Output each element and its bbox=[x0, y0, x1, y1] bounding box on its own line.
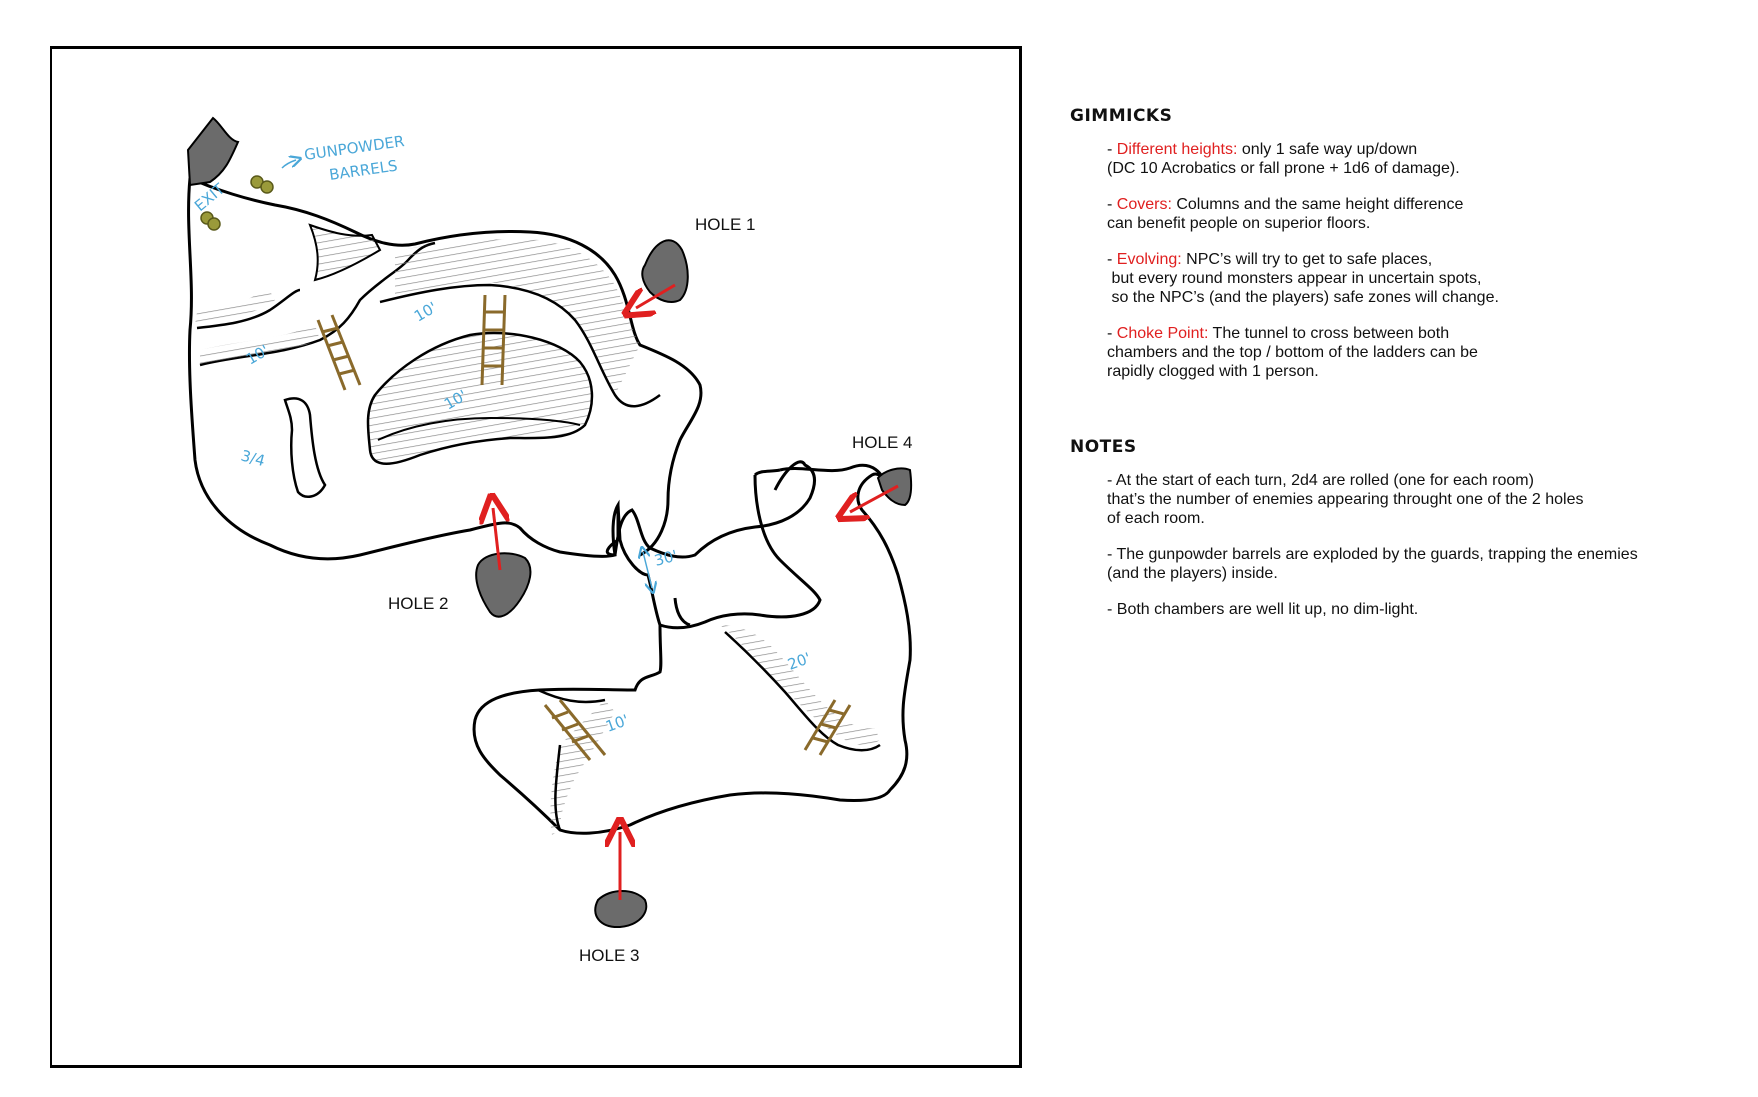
tunnel-neck-top bbox=[613, 508, 652, 556]
height-note: 20' bbox=[785, 649, 813, 674]
ledge-edge bbox=[724, 631, 881, 752]
ledge-hatch bbox=[308, 223, 382, 282]
gimmicks-list: - Different heights: only 1 safe way up/… bbox=[1107, 140, 1750, 381]
gunpowder-barrels bbox=[200, 175, 274, 231]
lower-outer-wall bbox=[472, 463, 912, 835]
ledge-hatch bbox=[395, 239, 640, 395]
ledge-hatch bbox=[720, 625, 880, 745]
tunnel-inner bbox=[673, 597, 691, 627]
ledge-hatch bbox=[550, 700, 615, 835]
gimmick-text: NPC’s will try to get to safe places, bu… bbox=[1111, 251, 1499, 306]
gimmick-entry: - Evolving: NPC’s will try to get to saf… bbox=[1107, 251, 1499, 306]
notes-panel: GIMMICKS - Different heights: only 1 saf… bbox=[1070, 100, 1750, 636]
lower-right-wall bbox=[659, 474, 822, 630]
ladder bbox=[480, 294, 507, 386]
height-note: 30' bbox=[652, 546, 679, 569]
hole-4 bbox=[850, 467, 913, 512]
ledge-edge bbox=[379, 283, 661, 408]
ladder bbox=[803, 699, 852, 756]
hole-1 bbox=[636, 239, 689, 308]
upper-chamber bbox=[186, 116, 703, 561]
stone-column bbox=[283, 397, 327, 498]
gimmick-keyword: Choke Point: bbox=[1116, 325, 1209, 342]
ledge-hatch bbox=[200, 325, 320, 365]
hole-1-label: HOLE 1 bbox=[695, 215, 755, 234]
hole-2 bbox=[475, 508, 532, 618]
exit-rock bbox=[186, 116, 240, 187]
lower-chamber bbox=[472, 460, 912, 835]
ledge-hatch bbox=[195, 288, 275, 325]
notes-list: - At the start of each turn, 2d4 are rol… bbox=[1107, 471, 1750, 619]
height-note: 3/4 bbox=[239, 446, 267, 470]
gimmick-keyword: Evolving: bbox=[1116, 251, 1182, 268]
ladder bbox=[543, 699, 607, 761]
notes-heading: NOTES bbox=[1070, 437, 1137, 457]
gimmick-entry: - Covers: Columns and the same height di… bbox=[1107, 196, 1464, 232]
pointer-arrow-icon bbox=[281, 160, 296, 169]
inner-island bbox=[366, 331, 594, 465]
gimmick-entry: - Different heights: only 1 safe way up/… bbox=[1107, 141, 1460, 177]
gimmick-text: The tunnel to cross between both chamber… bbox=[1107, 325, 1478, 380]
arrow-icon bbox=[850, 484, 899, 512]
gimmick-text: only 1 safe way up/down (DC 10 Acrobatic… bbox=[1107, 141, 1460, 177]
gimmick-keyword: Covers: bbox=[1116, 196, 1172, 213]
gimmicks-heading: GIMMICKS bbox=[1070, 106, 1173, 126]
lower-wall-join bbox=[753, 468, 781, 477]
gimmick-keyword: Different heights: bbox=[1116, 141, 1238, 158]
ledge-edge bbox=[537, 688, 606, 831]
map-frame bbox=[50, 46, 1022, 1068]
ledge-edge bbox=[196, 288, 301, 330]
note-entry: - Both chambers are well lit up, no dim-… bbox=[1107, 601, 1419, 618]
gimmick-entry: - Choke Point: The tunnel to cross betwe… bbox=[1107, 325, 1478, 380]
hole-3 bbox=[594, 832, 648, 929]
hole-2-label: HOLE 2 bbox=[388, 594, 448, 613]
note-entry: - The gunpowder barrels are exploded by … bbox=[1107, 546, 1638, 582]
height-note: 10' bbox=[411, 298, 440, 325]
arrow-icon bbox=[493, 508, 500, 571]
hole-3-label: HOLE 3 bbox=[579, 946, 639, 965]
inner-island-edge bbox=[377, 416, 581, 441]
note-entry: - At the start of each turn, 2d4 are rol… bbox=[1107, 472, 1584, 527]
hole-4-label: HOLE 4 bbox=[852, 433, 912, 452]
arrow-icon bbox=[636, 283, 676, 308]
lower-wall bbox=[649, 460, 817, 559]
ladder bbox=[316, 314, 362, 391]
barrels-note-line2: BARRELS bbox=[328, 157, 399, 184]
gimmick-text: Columns and the same height difference c… bbox=[1107, 196, 1464, 232]
upper-outer-wall-top bbox=[189, 176, 703, 557]
height-arrow-icon bbox=[643, 552, 652, 588]
